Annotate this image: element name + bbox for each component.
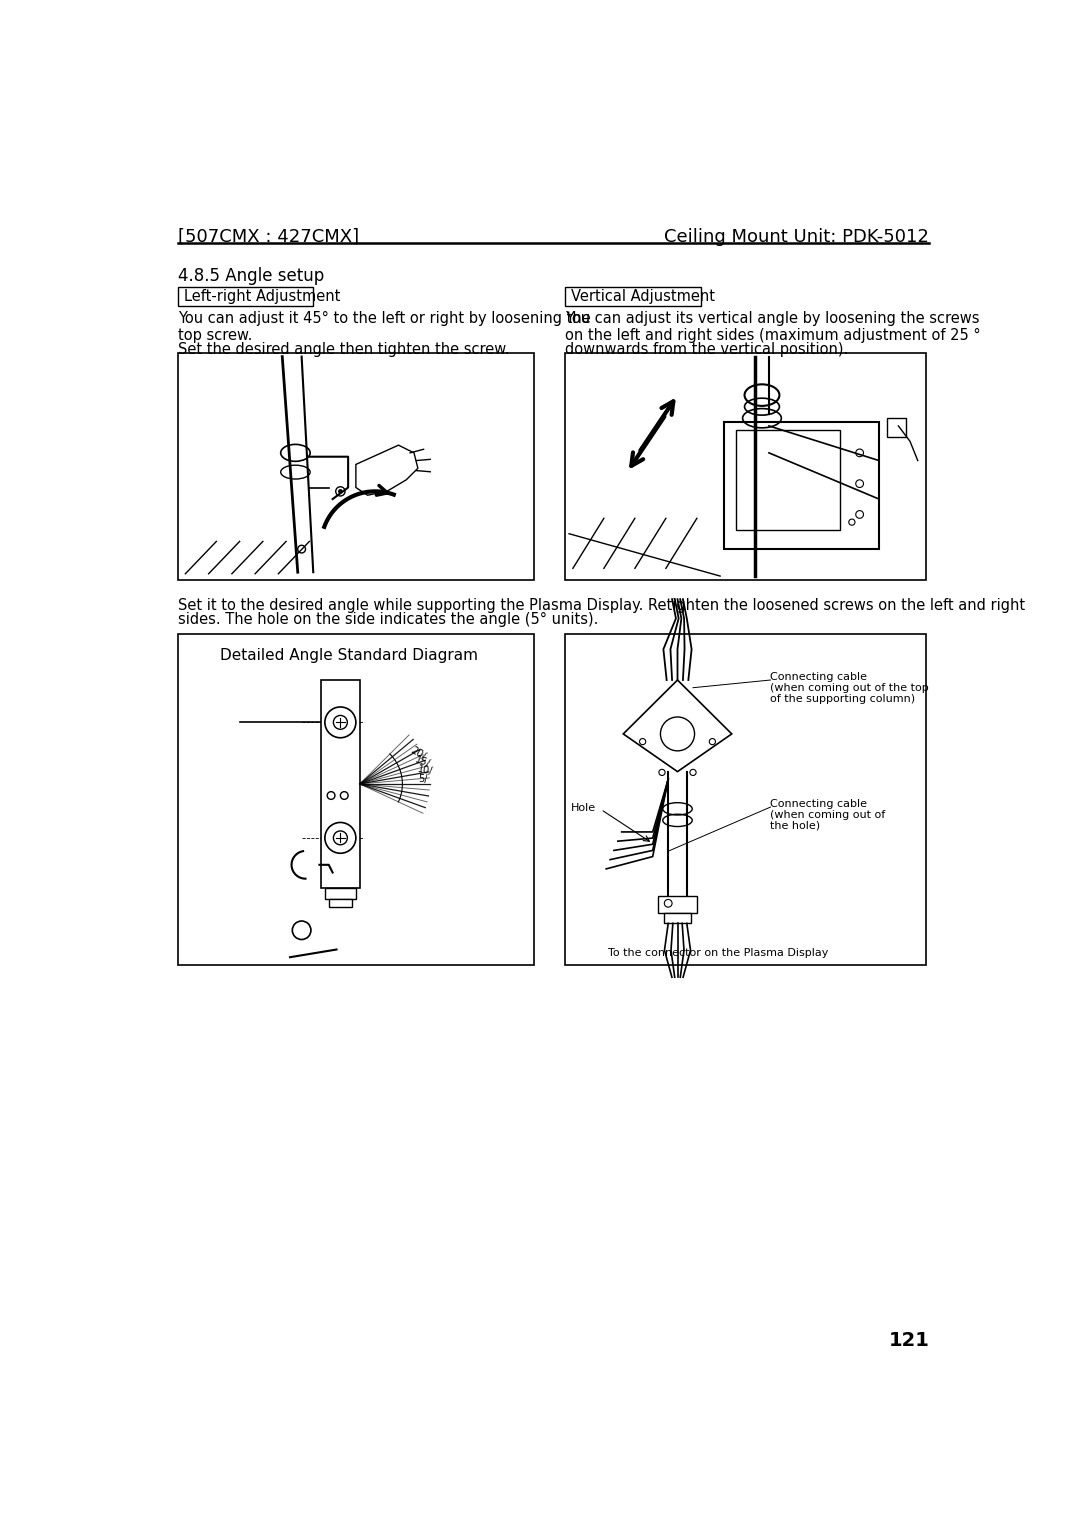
Bar [658, 895, 697, 912]
Text: Left-right Adjustment: Left-right Adjustment [184, 289, 340, 304]
Bar [565, 287, 701, 306]
Bar [663, 912, 691, 923]
Text: Hole: Hole [571, 804, 596, 813]
Text: Set the desired angle then tighten the screw.: Set the desired angle then tighten the s… [177, 342, 510, 358]
Bar [565, 353, 926, 581]
Text: (when coming out of: (when coming out of [770, 810, 886, 821]
Bar [328, 900, 352, 908]
Text: 121: 121 [889, 1331, 930, 1349]
Text: Connecting cable: Connecting cable [770, 672, 867, 683]
Text: Ceiling Mount Unit: PDK-5012: Ceiling Mount Unit: PDK-5012 [664, 228, 930, 246]
Bar [177, 287, 313, 306]
Text: You can adjust its vertical angle by loosening the screws: You can adjust its vertical angle by loo… [565, 312, 980, 325]
Text: 10/: 10/ [417, 764, 434, 776]
Text: Set it to the desired angle while supporting the Plasma Display. Retighten the l: Set it to the desired angle while suppor… [177, 597, 1025, 613]
Bar [565, 634, 926, 964]
Text: You can adjust it 45° to the left or right by loosening the: You can adjust it 45° to the left or rig… [177, 312, 591, 325]
Text: [507CMX : 427CMX]: [507CMX : 427CMX] [177, 228, 359, 246]
Text: Connecting cable: Connecting cable [770, 799, 867, 810]
Text: 4.8.5 Angle setup: 4.8.5 Angle setup [177, 266, 324, 284]
Text: sides. The hole on the side indicates the angle (5° units).: sides. The hole on the side indicates th… [177, 613, 598, 628]
Text: Detailed Angle Standard Diagram: Detailed Angle Standard Diagram [220, 648, 478, 663]
Text: the hole): the hole) [770, 821, 821, 831]
Text: downwards from the vertical position).: downwards from the vertical position). [565, 342, 849, 358]
Text: (when coming out of the top: (when coming out of the top [770, 683, 929, 694]
Text: top screw.: top screw. [177, 329, 252, 344]
Bar [321, 680, 360, 888]
Text: Vertical Adjustment: Vertical Adjustment [571, 289, 715, 304]
Bar [177, 634, 535, 964]
Bar [177, 353, 535, 581]
Text: 5/: 5/ [418, 775, 428, 784]
Circle shape [338, 489, 342, 494]
Bar [325, 888, 356, 900]
Text: To the connector on the Plasma Display: To the connector on the Plasma Display [608, 947, 828, 958]
Text: 20/: 20/ [409, 746, 428, 762]
Text: 15/: 15/ [414, 755, 432, 769]
Text: of the supporting column): of the supporting column) [770, 694, 916, 704]
Text: on the left and right sides (maximum adjustment of 25 °: on the left and right sides (maximum adj… [565, 329, 981, 344]
